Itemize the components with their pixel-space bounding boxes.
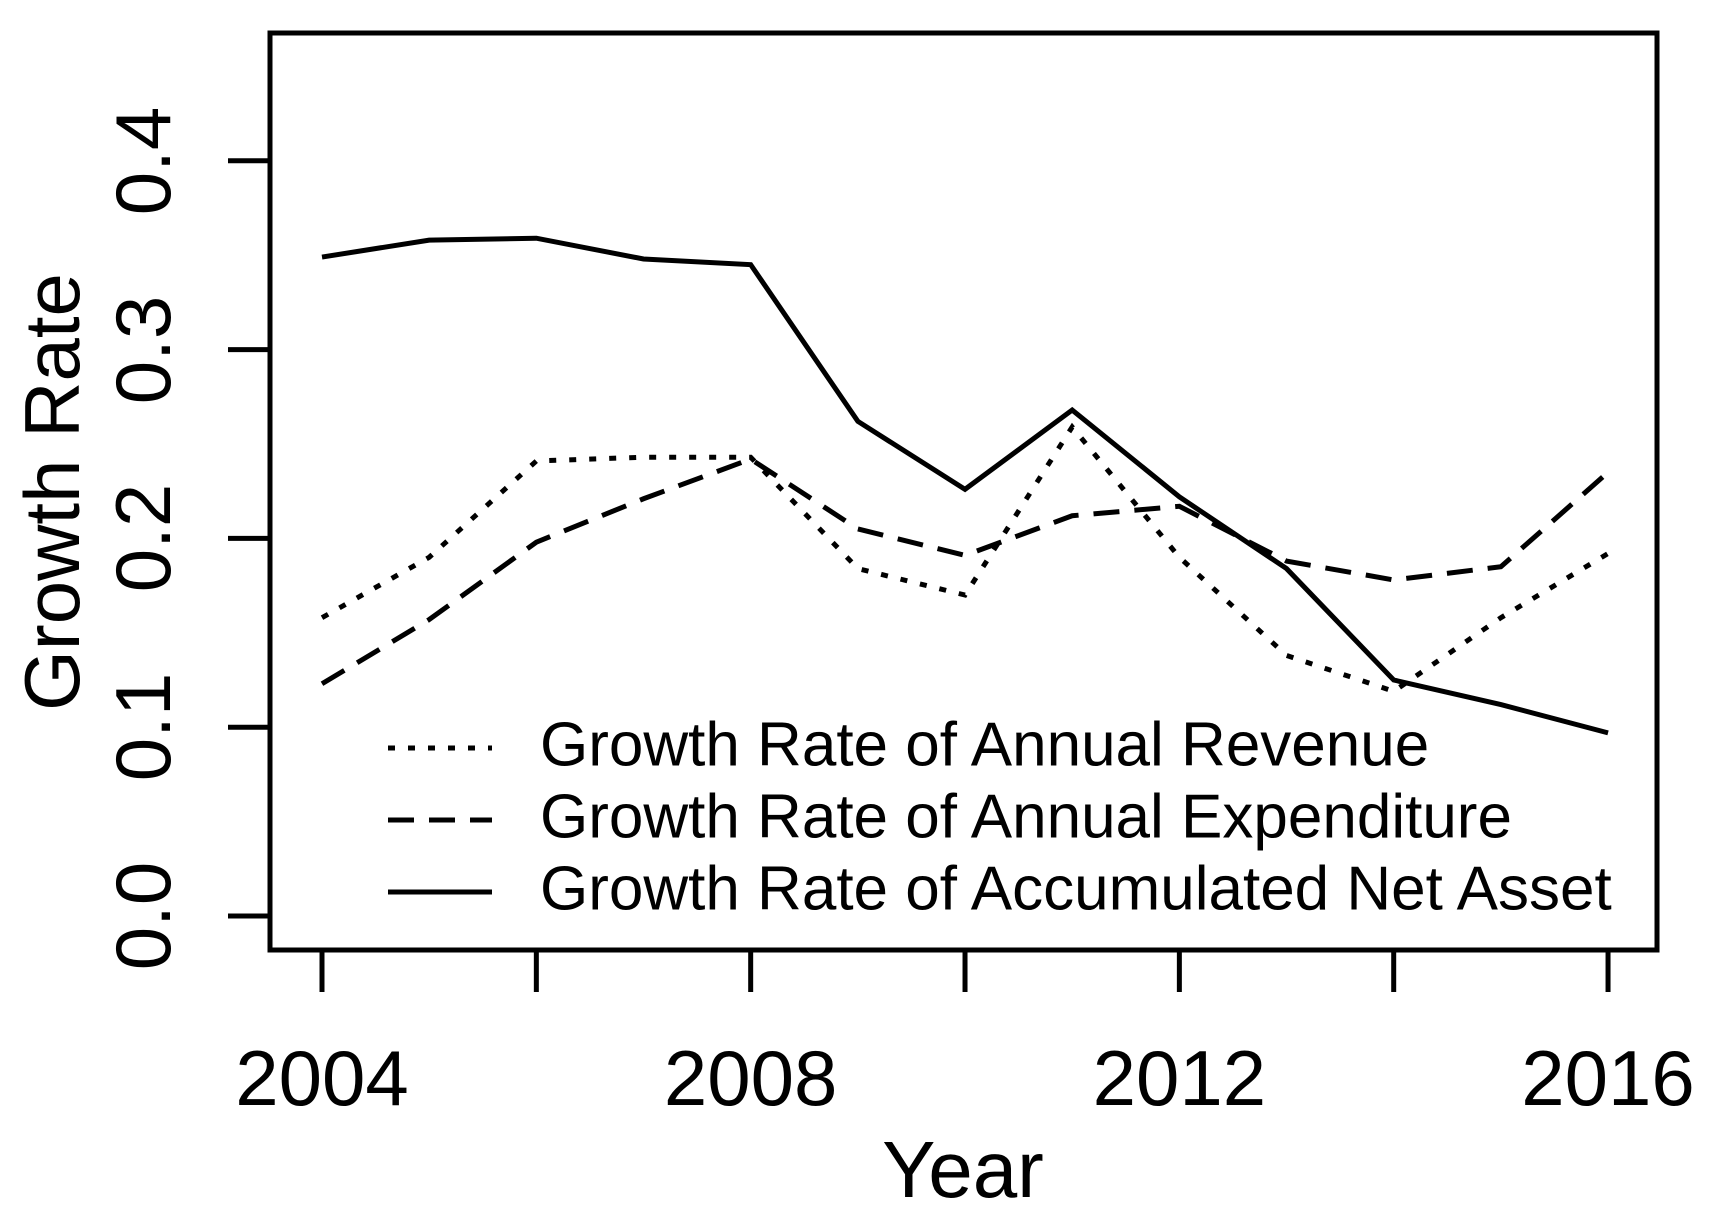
x-tick-label: 2012 [1092,1034,1267,1122]
legend-label: Growth Rate of Accumulated Net Asset [540,854,1612,924]
y-tick-label: 0.1 [99,672,187,782]
x-tick-label: 2016 [1521,1034,1695,1122]
legend-label: Growth Rate of Annual Expenditure [540,782,1512,852]
x-tick-label: 2004 [235,1034,409,1122]
x-axis-title: Year [882,1125,1044,1214]
y-tick-label: 0.0 [99,861,187,971]
series-line-dashed [320,456,1610,686]
x-tick-label: 2008 [663,1034,838,1122]
y-axis-title: Growth Rate [8,273,96,711]
legend-label: Growth Rate of Annual Revenue [540,710,1430,780]
series-line-solid [321,235,1609,736]
y-tick-label: 0.2 [99,484,187,593]
y-tick-label: 0.4 [99,106,187,216]
series-line-dotted [320,422,1610,695]
y-tick-label: 0.3 [99,295,187,404]
